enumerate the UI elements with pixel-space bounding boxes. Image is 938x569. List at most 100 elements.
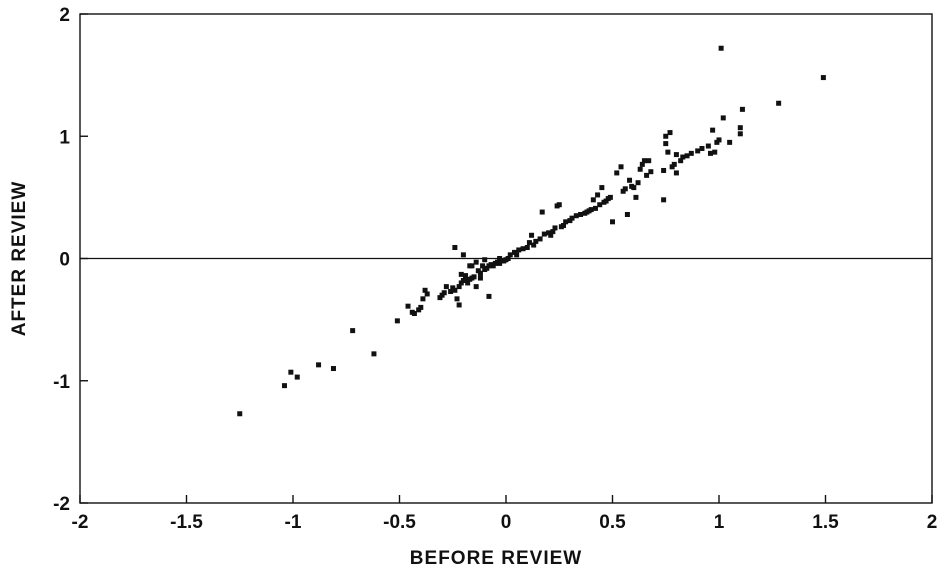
data-point (673, 170, 679, 176)
x-tick-label: 1 (714, 512, 725, 533)
x-tick-label: 2 (927, 512, 938, 533)
data-point (411, 311, 417, 317)
data-point (441, 290, 447, 296)
data-point (458, 271, 464, 277)
data-point (614, 170, 620, 176)
data-point (405, 303, 411, 309)
data-point (350, 328, 356, 334)
data-point (705, 143, 711, 149)
data-point (533, 238, 539, 244)
data-point (330, 366, 336, 372)
data-point (237, 411, 243, 417)
data-point (520, 246, 526, 252)
data-point (561, 222, 567, 228)
data-point (641, 158, 647, 164)
data-point (569, 215, 575, 221)
data-point (665, 149, 671, 155)
y-tick-label: 1 (59, 127, 70, 148)
data-point (418, 304, 424, 310)
data-point (644, 172, 650, 178)
data-point (454, 296, 460, 302)
data-point (473, 259, 479, 265)
data-point (526, 240, 532, 246)
data-point (422, 287, 428, 293)
data-point (699, 145, 705, 151)
x-tick-label: -0.5 (383, 512, 416, 533)
data-point (507, 252, 513, 258)
axis-ticks (79, 13, 933, 504)
x-tick-label: 0.5 (599, 512, 626, 533)
data-point (680, 154, 686, 160)
data-point (514, 252, 520, 258)
y-axis-title: AFTER REVIEW (9, 181, 30, 337)
data-point (281, 383, 287, 389)
data-point (595, 192, 601, 198)
data-points (237, 45, 826, 417)
data-point (661, 197, 667, 203)
data-point (597, 202, 603, 208)
x-tick-label: -1.5 (170, 512, 203, 533)
data-point (477, 270, 483, 276)
data-point (556, 202, 562, 208)
data-point (471, 274, 477, 280)
data-point (460, 252, 466, 258)
data-point (552, 225, 558, 231)
data-point (718, 45, 724, 51)
data-point (550, 229, 556, 235)
data-point (667, 130, 673, 136)
data-point (776, 100, 782, 106)
data-point (627, 177, 633, 183)
data-point (673, 152, 679, 158)
data-point (529, 232, 535, 238)
data-point (448, 289, 454, 295)
data-point (590, 197, 596, 203)
data-point (631, 185, 637, 191)
plot-area (79, 13, 933, 504)
data-point (480, 263, 486, 269)
data-point (452, 244, 458, 250)
x-axis-title: BEFORE REVIEW (410, 548, 582, 569)
data-point (737, 125, 743, 131)
data-point (588, 207, 594, 213)
data-point (469, 263, 475, 269)
data-point (473, 284, 479, 290)
data-point (548, 232, 554, 238)
data-point (443, 284, 449, 290)
data-point (486, 293, 492, 299)
data-point (710, 127, 716, 133)
x-tick-label: 1.5 (812, 512, 839, 533)
data-point (424, 291, 430, 297)
data-point (294, 374, 300, 380)
data-point (707, 150, 713, 156)
y-tick-label: -1 (53, 372, 70, 393)
data-point (573, 213, 579, 219)
data-point (452, 287, 458, 293)
data-point (371, 351, 377, 357)
data-point (592, 205, 598, 211)
data-point (648, 169, 654, 175)
data-point (316, 362, 322, 368)
data-point (684, 153, 690, 159)
data-point (639, 161, 645, 167)
data-point (456, 284, 462, 290)
y-tick-label: 2 (59, 5, 70, 26)
data-point (465, 280, 471, 286)
data-point (531, 242, 537, 248)
data-point (477, 275, 483, 281)
data-point (622, 186, 628, 192)
data-point (671, 161, 677, 167)
data-point (633, 194, 639, 200)
data-point (720, 115, 726, 121)
data-point (578, 211, 584, 217)
data-point (820, 75, 826, 81)
data-point (646, 158, 652, 164)
data-point (739, 106, 745, 112)
x-axis-tick-labels: -2 -1.5 -1 -0.5 0 0.5 1 1.5 2 (72, 512, 938, 533)
data-point (624, 211, 630, 217)
data-point (537, 236, 543, 242)
data-point (463, 275, 469, 281)
data-point (524, 244, 530, 250)
data-point (618, 164, 624, 170)
y-tick-label: 0 (59, 250, 70, 271)
data-point (678, 158, 684, 164)
